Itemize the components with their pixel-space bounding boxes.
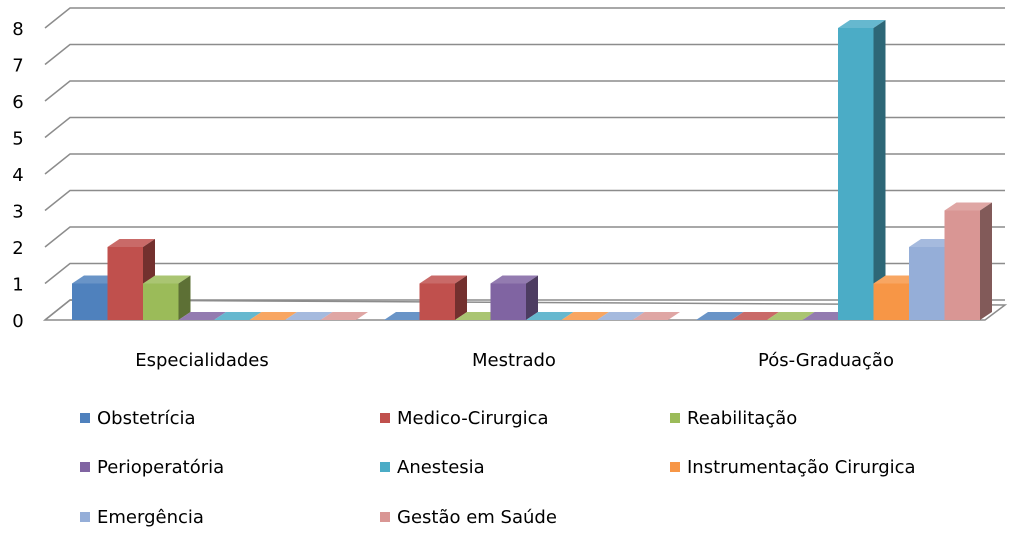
bar-front <box>490 283 526 320</box>
bar <box>419 275 467 320</box>
bar-front <box>909 247 945 320</box>
legend-label: Emergência <box>97 507 204 528</box>
bar <box>320 312 368 320</box>
bar <box>285 312 333 320</box>
bar-top <box>107 239 155 247</box>
grid-line <box>44 153 1005 175</box>
y-tick-label: 2 <box>12 238 23 259</box>
bar <box>838 20 886 320</box>
bar-top <box>285 312 333 320</box>
bar-top <box>249 312 297 320</box>
grid-line <box>44 80 1005 102</box>
bar-side <box>873 20 886 320</box>
legend-label: Gestão em Saúde <box>397 507 557 528</box>
bar-side <box>526 275 538 320</box>
grid-line <box>44 189 1005 212</box>
legend-swatch <box>380 462 390 472</box>
x-tick-label: Especialidades <box>135 350 269 371</box>
bar <box>561 312 609 320</box>
bar-top <box>490 275 538 284</box>
bar <box>632 312 680 320</box>
bar-top <box>320 312 368 320</box>
bar-top <box>597 312 645 320</box>
bar-top <box>838 20 886 28</box>
bar-top <box>944 202 992 211</box>
grid-line <box>44 226 1005 248</box>
bar-top <box>696 312 744 320</box>
bar <box>526 312 574 320</box>
bar <box>214 312 262 320</box>
bar-top <box>178 312 226 320</box>
bar <box>696 312 744 320</box>
bar-top <box>419 275 467 284</box>
bar-front <box>72 283 108 320</box>
bar <box>731 312 779 320</box>
legend-label: Instrumentação Cirurgica <box>687 457 916 478</box>
bar-front <box>143 283 179 320</box>
bar-top <box>767 312 815 320</box>
bar-front <box>107 247 143 320</box>
bar-front <box>944 210 980 320</box>
bar-front <box>838 28 874 320</box>
grid-line <box>44 7 1005 29</box>
legend-swatch <box>80 462 90 472</box>
y-tick-label: 3 <box>12 202 23 223</box>
bar-front <box>419 283 455 320</box>
bar <box>249 312 297 320</box>
bar <box>490 275 538 320</box>
bar <box>597 312 645 320</box>
bar <box>143 275 191 320</box>
grid-line <box>44 262 1005 285</box>
grid-line <box>44 43 1005 66</box>
x-tick-label: Pós-Graduação <box>758 350 894 371</box>
bar-top <box>632 312 680 320</box>
bar-top <box>143 275 191 284</box>
floor <box>42 299 1008 321</box>
y-tick-label: 4 <box>12 165 23 186</box>
legend-label: Perioperatória <box>97 457 224 478</box>
bar <box>767 312 815 320</box>
legend-label: Anestesia <box>397 457 485 478</box>
y-tick-label: 6 <box>12 92 23 113</box>
y-tick-label: 5 <box>12 129 23 150</box>
bar-top <box>731 312 779 320</box>
legend-swatch <box>670 413 680 423</box>
legend-swatch <box>380 413 390 423</box>
legend-swatch <box>380 512 390 522</box>
bar-front <box>873 283 909 320</box>
legend-label: Medico-Cirurgica <box>397 408 549 429</box>
legend-swatch <box>80 413 90 423</box>
legend-swatch <box>670 462 680 472</box>
bar-top <box>214 312 262 320</box>
bar-side <box>455 275 467 320</box>
legend-label: Obstetrícia <box>97 408 196 429</box>
bar <box>944 202 992 320</box>
bar-top <box>561 312 609 320</box>
y-tick-label: 0 <box>12 311 23 332</box>
bar-side <box>980 202 992 320</box>
legend-label: Reabilitação <box>687 408 797 429</box>
y-tick-label: 8 <box>12 19 23 40</box>
bar-side <box>178 275 191 320</box>
bar <box>178 312 226 320</box>
x-tick-label: Mestrado <box>472 350 556 371</box>
grid-line <box>44 116 1005 139</box>
y-tick-label: 1 <box>12 275 23 296</box>
legend-swatch <box>80 512 90 522</box>
y-tick-label: 7 <box>12 56 23 77</box>
bar-top <box>526 312 574 320</box>
